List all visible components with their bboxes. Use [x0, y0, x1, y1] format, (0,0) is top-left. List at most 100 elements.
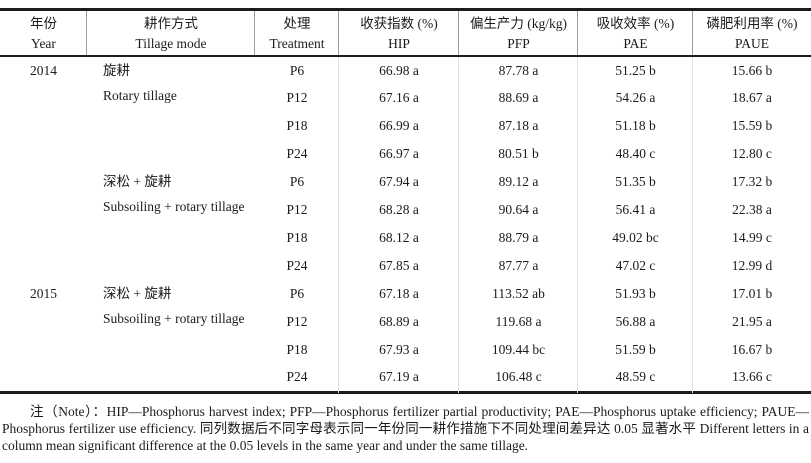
pae-cell: 54.26 a: [615, 90, 656, 105]
table-region: 年份 Year 耕作方式 Tillage mode 处理 Treatment 收…: [0, 8, 811, 394]
tillage-cell-subsoiling-2015: 深松 + 旋耕 Subsoiling + rotary tillage: [87, 280, 255, 392]
column-separator-line: [692, 11, 693, 55]
table-row: 2015 深松 + 旋耕 Subsoiling + rotary tillage…: [0, 280, 811, 326]
pae-cell: 51.25 b: [615, 62, 656, 78]
hip-cell: 68.28 a: [379, 202, 419, 217]
col-header-tillage-en: Tillage mode: [135, 36, 207, 51]
column-separator-line: [458, 57, 459, 393]
hip-cell: 67.85 a: [379, 258, 419, 273]
pfp-cell: 87.77 a: [498, 258, 539, 273]
paue-cell: 18.67 a: [732, 90, 772, 105]
pae-cell: 49.02 bc: [612, 230, 659, 245]
phosphorus-efficiency-table: 年份 Year 耕作方式 Tillage mode 处理 Treatment 收…: [0, 8, 811, 394]
col-header-tillage: 耕作方式 Tillage mode: [87, 9, 255, 57]
table-row: P24 67.85 a 87.77 a 47.02 c 12.99 d: [0, 252, 811, 280]
column-separator-line: [577, 11, 578, 55]
pfp-cell: 106.48 c: [495, 369, 542, 385]
year-cell-2014: 2014: [30, 63, 57, 78]
hip-cell: 68.89 a: [379, 314, 419, 329]
table-note: 注（Note）：HIP—Phosphorus harvest index; PF…: [2, 403, 809, 453]
col-header-pfp: 偏生产力 (kg/kg) PFP: [459, 9, 578, 57]
hip-cell: 68.12 a: [379, 230, 419, 245]
hip-cell: 66.97 a: [379, 146, 419, 161]
table-row: P18 66.99 a 87.18 a 51.18 b 15.59 b: [0, 112, 811, 140]
treatment-cell: P24: [286, 258, 308, 273]
tillage-zh: 深松 + 旋耕: [103, 174, 172, 189]
table-body: 2014 旋耕 Rotary tillage P6 66.98 a 87.78 …: [0, 56, 811, 392]
treatment-cell: P12: [286, 314, 308, 329]
col-header-pae-zh: 吸收效率 (%): [596, 16, 675, 31]
pae-cell: 48.59 c: [615, 369, 656, 385]
table-row: P18 68.12 a 88.79 a 49.02 bc 14.99 c: [0, 224, 811, 252]
treatment-cell: P24: [286, 146, 308, 161]
pae-cell: 48.40 c: [615, 146, 656, 161]
paue-cell: 22.38 a: [732, 202, 772, 217]
pae-cell: 47.02 c: [615, 258, 656, 273]
col-header-paue: 磷肥利用率 (%) PAUE: [693, 9, 811, 57]
pae-cell: 56.88 a: [615, 314, 656, 329]
pae-cell: 51.59 b: [615, 342, 656, 357]
tillage-cell-subsoiling-2014: 深松 + 旋耕 Subsoiling + rotary tillage: [87, 168, 255, 280]
col-header-year: 年份 Year: [0, 9, 87, 57]
pfp-cell: 109.44 bc: [491, 342, 546, 357]
table-row: P12 68.28 a 90.64 a 56.41 a 22.38 a: [0, 196, 811, 224]
hip-cell: 66.98 a: [379, 62, 419, 78]
pfp-cell: 87.18 a: [498, 118, 539, 133]
col-header-paue-zh: 磷肥利用率 (%): [706, 16, 798, 31]
hip-cell: 67.19 a: [379, 369, 419, 385]
tillage-zh: 旋耕: [103, 63, 130, 78]
tillage-en: Rotary tillage: [103, 88, 177, 103]
column-separator-line: [86, 11, 87, 55]
column-separator-line: [577, 57, 578, 393]
tillage-cell-rotary: 旋耕 Rotary tillage: [87, 56, 255, 168]
treatment-cell: P12: [286, 202, 308, 217]
table-row: P12 67.16 a 88.69 a 54.26 a 18.67 a: [0, 84, 811, 112]
col-header-pae-en: PAE: [623, 36, 648, 51]
hip-cell: 67.16 a: [379, 90, 419, 105]
pfp-cell: 90.64 a: [498, 202, 539, 217]
col-header-hip: 收获指数 (%) HIP: [339, 9, 459, 57]
col-header-treatment: 处理 Treatment: [255, 9, 339, 57]
col-header-pae: 吸收效率 (%) PAE: [578, 9, 693, 57]
column-separator-line: [338, 11, 339, 55]
hip-cell: 66.99 a: [379, 118, 419, 133]
treatment-cell: P6: [289, 62, 305, 78]
pfp-cell: 88.79 a: [498, 230, 539, 245]
paue-cell: 12.99 d: [731, 258, 773, 273]
table-row: P12 68.89 a 119.68 a 56.88 a 21.95 a: [0, 308, 811, 336]
pae-cell: 51.18 b: [615, 118, 656, 133]
header-row: 年份 Year 耕作方式 Tillage mode 处理 Treatment 收…: [0, 9, 811, 57]
col-header-hip-en: HIP: [388, 36, 410, 51]
pae-cell: 51.93 b: [615, 286, 656, 301]
col-header-hip-zh: 收获指数 (%): [360, 16, 438, 31]
table-row: P24 66.97 a 80.51 b 48.40 c 12.80 c: [0, 140, 811, 168]
treatment-cell: P12: [286, 90, 308, 105]
pfp-cell: 89.12 a: [498, 174, 539, 189]
paue-cell: 17.01 b: [731, 286, 773, 301]
column-separator-line: [254, 11, 255, 55]
year-cell-2015: 2015: [30, 286, 57, 301]
table-row: P18 67.93 a 109.44 bc 51.59 b 16.67 b: [0, 336, 811, 364]
treatment-cell: P18: [286, 342, 308, 357]
col-header-treatment-en: Treatment: [269, 36, 325, 51]
treatment-cell: P6: [289, 286, 305, 301]
column-separator-line: [458, 11, 459, 55]
column-separator-line: [692, 57, 693, 393]
table-row: 深松 + 旋耕 Subsoiling + rotary tillage P6 6…: [0, 168, 811, 214]
tillage-zh: 深松 + 旋耕: [103, 286, 172, 301]
pfp-cell: 88.69 a: [498, 90, 539, 105]
pae-cell: 56.41 a: [615, 202, 656, 217]
paue-cell: 15.59 b: [731, 118, 773, 133]
tillage-en: Subsoiling + rotary tillage: [103, 199, 245, 214]
pae-cell: 51.35 b: [615, 174, 656, 189]
paue-cell: 12.80 c: [732, 146, 772, 161]
paue-cell: 14.99 c: [732, 230, 772, 245]
paue-cell: 16.67 b: [731, 342, 773, 357]
col-header-paue-en: PAUE: [734, 36, 769, 51]
paue-cell: 21.95 a: [732, 314, 772, 329]
col-header-pfp-zh: 偏生产力 (kg/kg): [469, 16, 568, 31]
col-header-year-zh: 年份: [30, 16, 57, 31]
treatment-cell: P6: [289, 174, 305, 189]
pfp-cell: 80.51 b: [498, 146, 539, 161]
